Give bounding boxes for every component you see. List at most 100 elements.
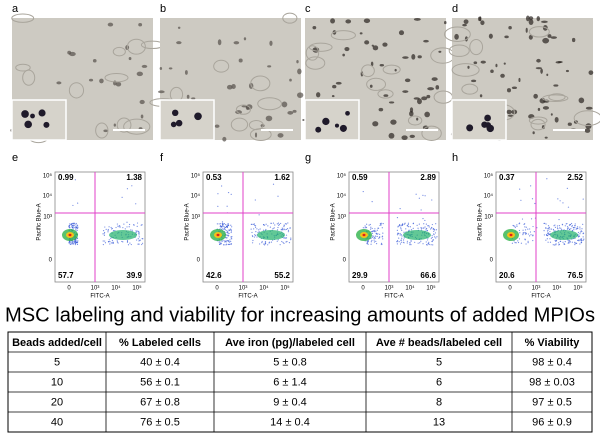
event-dot [574, 225, 576, 227]
cell-outline [250, 75, 271, 92]
event-dot [273, 227, 275, 229]
event-dot [571, 241, 573, 243]
event-dot [435, 229, 438, 231]
event-dot [222, 224, 224, 226]
event-dot [265, 228, 267, 231]
event-dot [281, 227, 283, 229]
event-dot [119, 224, 121, 227]
event-dot [77, 227, 79, 229]
event-dot [382, 232, 384, 234]
event-dot [263, 224, 266, 226]
event-dot [407, 226, 410, 228]
event-dot [126, 188, 129, 190]
cell-outline [382, 64, 401, 75]
y-tick-label: 0 [197, 258, 201, 264]
event-dot [364, 227, 366, 229]
inset-bead [171, 109, 179, 117]
table-cell: 6 [436, 376, 442, 388]
event-dot [579, 243, 581, 245]
event-dot [583, 238, 585, 240]
panel-label: a [12, 3, 19, 15]
event-dot [398, 237, 400, 239]
panel-label: c [305, 3, 311, 15]
event-dot [284, 229, 286, 231]
event-dot [426, 229, 428, 232]
event-dot [560, 240, 562, 242]
panel-label: e [12, 152, 18, 164]
table-cell: 14 ± 0.4 [270, 416, 310, 428]
event-dot [552, 228, 555, 231]
x-axis-label: FITC-A [384, 294, 403, 300]
event-dot [570, 222, 573, 225]
event-dot [401, 229, 403, 231]
event-dot [521, 218, 524, 220]
event-dot [227, 191, 230, 194]
cell-speck [471, 79, 477, 83]
event-dot [430, 227, 433, 229]
cell-speck [157, 90, 165, 94]
cell-outline [235, 104, 251, 115]
event-dot [370, 241, 372, 243]
event-dot [397, 225, 399, 227]
cell-speck [390, 119, 397, 125]
panel-label: h [452, 152, 458, 164]
cell-speck [404, 78, 411, 83]
event-dot [536, 227, 538, 229]
event-dot [278, 223, 281, 226]
event-dot [406, 225, 409, 227]
cell-speck [416, 117, 419, 121]
event-dot [373, 239, 375, 241]
event-dot [557, 198, 559, 200]
cell-speck [585, 106, 593, 110]
cell-speck [426, 94, 431, 99]
event-dot [527, 233, 530, 235]
event-dot [221, 185, 223, 187]
event-dot [574, 223, 576, 225]
event-dot [368, 224, 370, 226]
event-dot [574, 243, 576, 246]
cell-speck [550, 113, 553, 116]
inset-bead [339, 124, 347, 132]
event-dot [252, 235, 254, 238]
event-dot [567, 206, 570, 208]
x-tick-label: 10³ [385, 286, 394, 292]
event-dot [372, 235, 374, 237]
event-dot [431, 234, 433, 237]
event-dot [518, 222, 521, 224]
event-dot [576, 226, 579, 228]
event-dot [553, 230, 555, 232]
cell-speck [547, 34, 552, 38]
event-dot [119, 226, 121, 228]
event-dot [581, 231, 583, 233]
event-dot [547, 225, 550, 227]
cell-speck [427, 87, 435, 91]
cell-outline [126, 38, 146, 55]
event-dot [399, 243, 402, 245]
event-dot [225, 230, 227, 232]
cell-outline [123, 118, 151, 135]
y-tick-label: 10⁴ [43, 193, 53, 200]
event-dot [230, 231, 232, 234]
event-dot [254, 199, 256, 201]
inset-bead [322, 117, 330, 126]
cell-outline [542, 94, 569, 103]
cell-outline [257, 97, 282, 111]
event-dot [254, 226, 257, 228]
cell-speck [369, 84, 373, 88]
event-dot [525, 232, 527, 235]
event-dot [558, 218, 560, 221]
event-dot [229, 229, 231, 231]
event-dot [524, 229, 527, 231]
cell-outline [530, 118, 546, 131]
event-dot [222, 222, 224, 224]
cell-speck [558, 60, 563, 64]
event-dot [226, 240, 228, 242]
event-dot [580, 242, 582, 244]
event-dot [566, 226, 569, 228]
event-dot [520, 242, 523, 244]
event-dot [401, 235, 403, 237]
event-dot [366, 241, 368, 243]
event-dot [525, 226, 527, 228]
event-dot [290, 239, 292, 241]
cell-speck [567, 122, 572, 126]
